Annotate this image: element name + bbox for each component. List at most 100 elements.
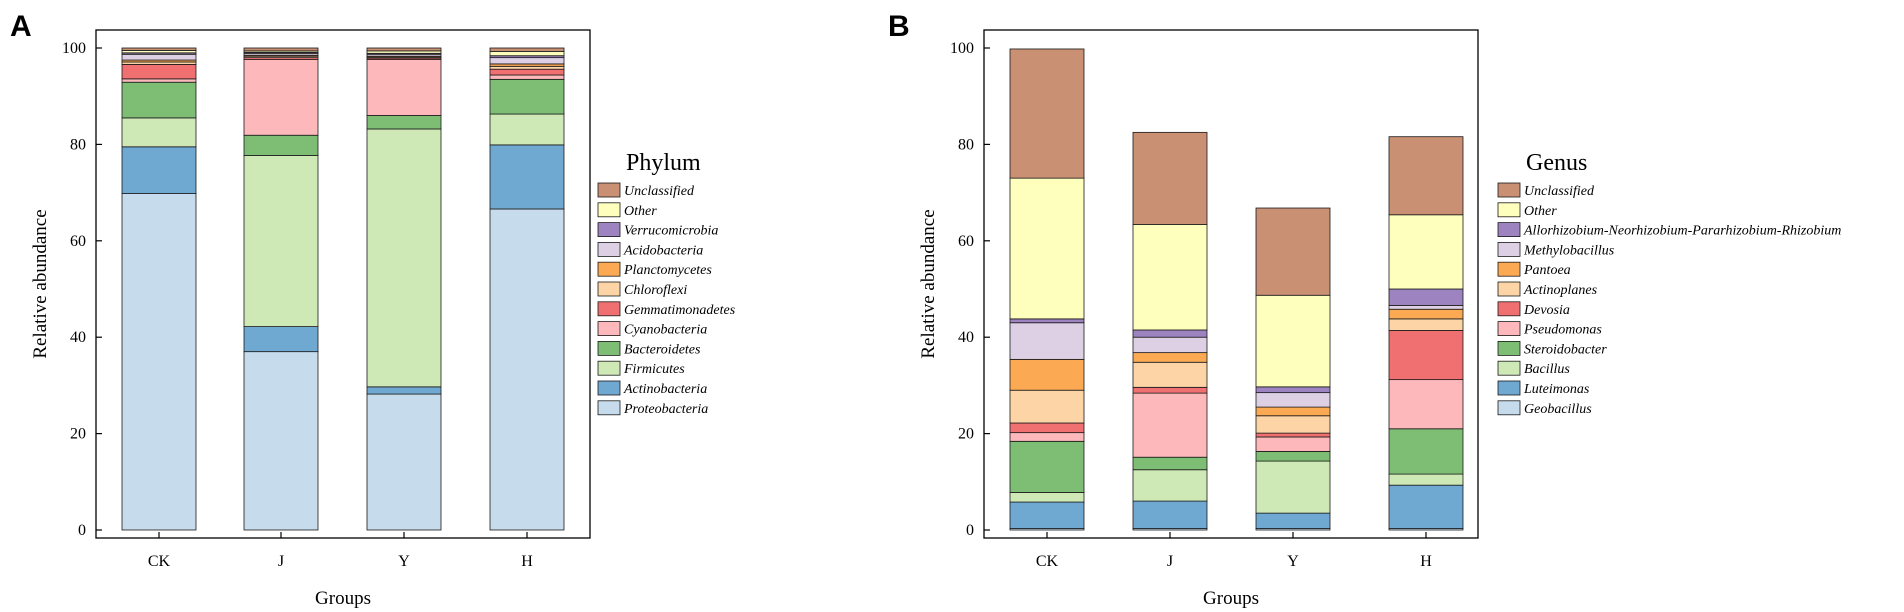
- chart-b-bar-segment: [1255, 460, 1331, 514]
- chart-a-legend-swatch: [597, 400, 621, 416]
- chart-b-bar-segment: [1255, 451, 1331, 462]
- chart-a-legend: Phylum Proteobacteria Actinobacteria Firmic…: [597, 150, 736, 417]
- chart-a-legend-swatch: [597, 202, 621, 218]
- chart-a-bar-segment: [489, 68, 565, 76]
- chart-b-bar-segment: [1009, 492, 1085, 503]
- chart-b-bar-group-j: [1132, 131, 1208, 531]
- chart-a-bar-segment: [366, 59, 442, 116]
- chart-b-legend-swatch: [1497, 202, 1521, 218]
- chart-b-bar-segment: [1388, 308, 1464, 320]
- chart-b-legend-label: Geobacillus: [1524, 402, 1592, 417]
- chart-b-legend-swatch: [1497, 301, 1521, 317]
- chart-a-bar-segment: [489, 65, 565, 70]
- chart-a-legend-swatch: [597, 241, 621, 257]
- chart-b-bar-segment: [1009, 322, 1085, 360]
- chart-b-x-tick-label: CK: [1036, 553, 1059, 570]
- chart-a-bar-segment: [121, 53, 197, 61]
- chart-b-bar-segment: [1388, 288, 1464, 306]
- chart-b-bar-segment: [1132, 500, 1208, 529]
- chart-a-legend-swatch: [597, 261, 621, 277]
- chart-a-legend-swatch: [597, 182, 621, 198]
- chart-b-bar-segment: [1132, 224, 1208, 331]
- chart-b-legend-label: Pantoea: [1523, 263, 1571, 278]
- chart-a-y-tick-label: 40: [70, 329, 86, 346]
- chart-b-bar-segment: [1255, 386, 1331, 394]
- chart-a-legend-swatch: [597, 321, 621, 337]
- chart-a-legend-label: Verrucomicrobia: [624, 224, 718, 239]
- chart-a-legend-swatch: [597, 340, 621, 356]
- chart-b-bar-segment: [1388, 136, 1464, 216]
- chart-a-bar-segment: [489, 144, 565, 210]
- chart-genus: 0 20 40 60 80 100 CK J Y H Groups Relative abundanc…: [918, 29, 1841, 609]
- chart-b-bar-segment: [1388, 318, 1464, 331]
- chart-b-y-tick-label: 20: [958, 426, 974, 443]
- chart-b-bar-segment: [1132, 456, 1208, 471]
- chart-b-legend-swatch: [1497, 321, 1521, 337]
- chart-a-x-tick-label: H: [521, 553, 533, 570]
- chart-a-bar-segment: [489, 57, 565, 65]
- chart-b-x-tick-label: H: [1420, 553, 1432, 570]
- chart-b-legend-swatch: [1497, 241, 1521, 257]
- chart-a-y-tick-label: 60: [70, 233, 86, 250]
- chart-a-legend-label: Proteobacteria: [623, 402, 708, 417]
- chart-a-bar-segment: [489, 78, 565, 115]
- chart-a-legend-swatch: [597, 380, 621, 396]
- chart-b-legend-label: Unclassified: [1524, 184, 1595, 199]
- chart-a-bar-segment: [121, 47, 197, 51]
- chart-b-bar-segment: [1009, 48, 1085, 179]
- chart-b-legend-swatch: [1497, 261, 1521, 277]
- chart-b-bar-segment: [1255, 436, 1331, 452]
- chart-a-legend-label: Unclassified: [624, 184, 695, 199]
- chart-b-bar-segment: [1009, 358, 1085, 391]
- chart-a-bar-group-ck: [121, 47, 197, 531]
- chart-a-bar-segment: [366, 128, 442, 388]
- chart-b-bar-segment: [1255, 512, 1331, 529]
- chart-a-legend-label: Bacteroidetes: [624, 342, 701, 357]
- chart-a-legend-label: Actinobacteria: [623, 382, 707, 397]
- chart-a-bar-segment: [243, 134, 319, 156]
- chart-a-bar-segment: [243, 155, 319, 327]
- chart-a-legend-label: Planctomycetes: [623, 263, 712, 278]
- chart-b-bar-segment: [1255, 415, 1331, 434]
- chart-a-bar-segment: [243, 351, 319, 531]
- chart-b-bar-segment: [1255, 406, 1331, 417]
- chart-a-x-tick-label: J: [278, 553, 284, 570]
- chart-a-y-tick-label: 20: [70, 426, 86, 443]
- chart-b-bar-segment: [1388, 473, 1464, 486]
- chart-b-y-tick-label: 100: [950, 40, 974, 57]
- chart-a-y-tick-label: 0: [78, 522, 86, 539]
- chart-b-legend-swatch: [1497, 380, 1521, 396]
- chart-b-bar-segment: [1132, 392, 1208, 458]
- chart-b-bar-segment: [1009, 318, 1085, 324]
- chart-b-bar-segment: [1255, 392, 1331, 408]
- chart-b-bar-segment: [1255, 207, 1331, 296]
- chart-a-x-axis-label: Groups: [315, 588, 371, 609]
- panel-letter-a: A: [10, 10, 32, 43]
- panel-letter-b: B: [888, 10, 910, 43]
- chart-a-bar-segment: [489, 47, 565, 52]
- chart-b-legend-swatch: [1497, 400, 1521, 416]
- chart-a-bar-segment: [366, 393, 442, 531]
- chart-b-legend-label: Allorhizobium-Neorhizobium-Pararhizobium…: [1523, 224, 1841, 239]
- chart-b-legend-swatch: [1497, 360, 1521, 376]
- chart-a-bar-segment: [121, 81, 197, 119]
- chart-a-bar-segment: [489, 208, 565, 531]
- chart-a-legend-title: Phylum: [626, 150, 701, 176]
- chart-b-legend-swatch: [1497, 340, 1521, 356]
- chart-a-bar-segment: [121, 146, 197, 194]
- chart-b-bar-segment: [1009, 501, 1085, 529]
- chart-a-bar-segment: [121, 193, 197, 531]
- chart-b-legend-title: Genus: [1526, 150, 1587, 176]
- chart-b-bar-segment: [1132, 469, 1208, 502]
- chart-b-legend-label: Luteimonas: [1523, 382, 1590, 397]
- chart-a-y-axis-label: Relative abundance: [30, 209, 51, 358]
- chart-b-bar-segment: [1388, 214, 1464, 290]
- chart-b-bar-segment: [1132, 329, 1208, 338]
- chart-phylum: 0 20 40 60 80 100 CK J Y H Groups Relative abundanc…: [30, 29, 736, 609]
- chart-b-legend-label: Steroidobacter: [1524, 342, 1607, 357]
- chart-a-x-tick-label: CK: [148, 553, 171, 570]
- chart-b-y-tick-label: 40: [958, 329, 974, 346]
- chart-b-legend-label: Actinoplanes: [1523, 283, 1598, 298]
- chart-b-bar-segment: [1132, 131, 1208, 225]
